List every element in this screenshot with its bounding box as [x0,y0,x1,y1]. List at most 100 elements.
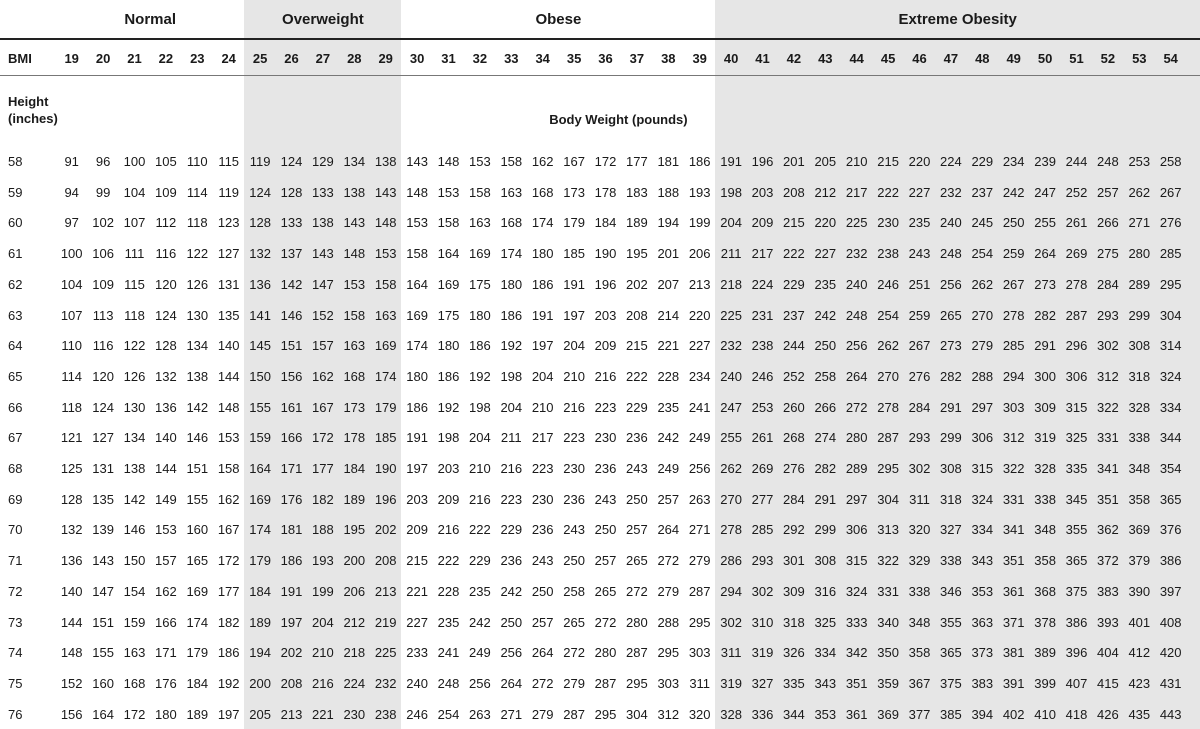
weight-cell: 193 [688,184,711,200]
weight-cell: 220 [814,215,837,231]
weight-cell: 288 [657,614,680,630]
weight-cell: 119 [218,184,240,200]
weight-cell: 240 [406,675,428,691]
weight-cell: 131 [92,461,114,476]
weight-cell: 311 [689,675,711,691]
weight-cell: 222 [783,246,805,262]
weight-cell: 333 [845,614,868,630]
bmi-header: 41 [755,51,770,66]
weight-cell: 162 [531,154,554,169]
weight-cell: 164 [406,276,428,292]
weight-cell: 218 [343,645,366,661]
weight-cell: 137 [280,246,303,262]
weight-cell: 270 [971,307,994,323]
weight-cell: 146 [186,430,209,446]
weight-cell: 312 [1097,368,1119,384]
weight-cell: 325 [814,614,837,630]
weight-cell: 216 [563,399,585,415]
weight-cell: 202 [280,645,303,661]
weight-cell: 119 [249,154,271,169]
weight-cell: 180 [469,307,491,323]
weight-cell: 136 [155,399,177,415]
weight-cell: 143 [406,154,428,169]
bmi-header: 48 [975,51,990,66]
weight-cell: 315 [1065,399,1088,415]
weight-cell: 372 [1097,553,1119,569]
weight-cell: 276 [783,461,805,476]
weight-cell: 272 [594,614,617,630]
weight-cell: 169 [406,307,428,323]
weight-cell: 276 [908,368,931,384]
weight-cell: 267 [908,338,931,354]
weight-cell: 228 [437,583,460,599]
weight-cell: 232 [374,675,397,691]
weight-cell: 184 [594,215,617,231]
weight-cell: 172 [594,154,617,169]
weight-cell: 208 [783,184,805,200]
weight-cell: 287 [1065,307,1088,323]
weight-cell: 106 [92,246,114,262]
weight-cell: 253 [751,399,774,415]
weight-cell: 179 [249,553,271,569]
weight-cell: 287 [594,675,617,691]
weight-cell: 148 [217,399,240,415]
weight-cell: 215 [783,215,805,231]
weight-cell: 186 [531,276,554,292]
weight-cell: 210 [845,154,868,169]
weight-cell: 239 [1034,154,1056,169]
weight-cell: 243 [594,491,617,507]
weight-cell: 155 [249,399,271,415]
weight-cell: 140 [60,583,83,599]
weight-cell: 258 [563,583,585,599]
weight-cell: 208 [626,307,648,323]
weight-cell: 184 [249,583,271,599]
weight-cell: 184 [186,675,209,691]
weight-cell: 369 [877,706,899,722]
weight-cell: 163 [123,645,146,661]
weight-cell: 168 [531,184,554,200]
weight-cell: 227 [406,614,428,630]
weight-cell: 133 [312,184,334,200]
bmi-header: 40 [723,51,739,66]
weight-cell: 299 [814,522,837,538]
weight-cell: 205 [814,154,837,169]
weight-cell: 191 [406,430,428,446]
weight-cell: 118 [61,399,83,415]
weight-cell: 147 [92,583,114,599]
weight-cell: 257 [594,553,617,569]
weight-cell: 217 [845,184,868,200]
weight-cell: 265 [940,307,962,323]
weight-cell: 320 [908,522,931,538]
height-cell: 60 [8,215,23,231]
weight-cell: 165 [186,553,209,569]
weight-cell: 118 [124,307,145,323]
weight-cell: 225 [845,215,868,231]
weight-cell: 197 [217,706,240,722]
weight-cell: 143 [343,215,366,231]
bmi-header: 51 [1069,51,1084,66]
height-cell: 76 [8,706,23,722]
weight-cell: 181 [657,154,680,169]
weight-cell: 288 [971,368,994,384]
weight-cell: 201 [657,246,680,262]
weight-cell: 134 [123,430,146,446]
weight-cell: 272 [531,675,554,691]
weight-cell: 310 [751,614,774,630]
weight-cell: 295 [1159,276,1182,292]
weight-cell: 115 [218,154,240,169]
weight-cell: 308 [940,461,962,476]
weight-cell: 287 [688,583,711,599]
weight-cell: 264 [500,675,523,691]
weight-cell: 235 [814,276,837,292]
weight-cell: 279 [563,675,585,691]
bmi-header: 50 [1037,51,1053,66]
weight-cell: 190 [374,461,397,476]
weight-cell: 196 [374,491,397,507]
weight-cell: 161 [280,399,303,415]
weight-cell: 280 [845,430,868,446]
weight-cell: 160 [186,522,209,538]
bmi-header: 37 [629,51,645,66]
weight-cell: 318 [940,491,962,507]
weight-cell: 149 [155,491,177,507]
weight-cell: 203 [437,461,460,476]
